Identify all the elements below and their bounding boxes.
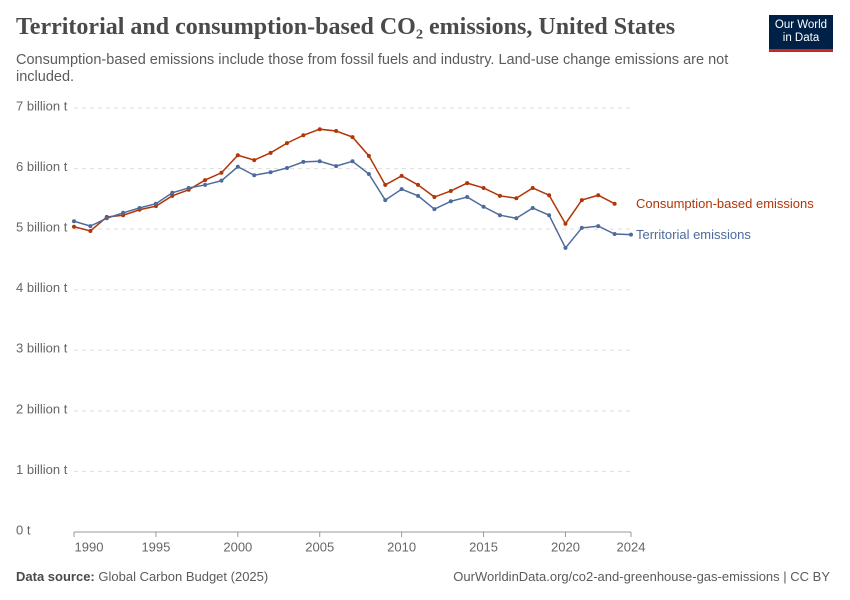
chart: 0 t 1 billion t 2 billion t 3 billion t 4 bi… (16, 98, 814, 554)
data-point (497, 193, 502, 198)
data-point (252, 158, 257, 163)
data-point (579, 225, 584, 230)
data-point (235, 153, 240, 158)
y-tick-label: 2 billion t (16, 401, 68, 416)
series-line (73, 128, 615, 232)
data-point (432, 207, 437, 212)
source-text: Global Carbon Budget (2025) (98, 569, 269, 584)
x-tick-label: 2005 (305, 539, 334, 554)
data-point (334, 164, 339, 169)
data-point (399, 173, 404, 178)
data-point (547, 193, 552, 198)
data-point (170, 190, 175, 195)
data-point (514, 196, 519, 201)
data-point (301, 159, 306, 164)
logo-text: in Data (782, 32, 820, 44)
data-point (186, 185, 191, 190)
data-point (432, 195, 437, 200)
data-point (284, 165, 289, 170)
y-tick-label: 7 billion t (16, 98, 68, 113)
series-label: Territorial emissions (636, 227, 751, 242)
data-point (104, 216, 109, 221)
data-point (481, 204, 486, 209)
data-point (448, 199, 453, 204)
data-point (219, 178, 224, 183)
data-point (481, 185, 486, 190)
x-tick-label: 1995 (141, 539, 170, 554)
source-url[interactable]: OurWorldinData.org/co2-and-greenhouse-ga… (453, 569, 830, 584)
data-point (530, 205, 535, 210)
data-point (203, 178, 208, 183)
data-point (235, 164, 240, 169)
data-point (416, 182, 421, 187)
chart-subtitle: Consumption-based emissions include thos… (16, 52, 729, 85)
data-point (596, 193, 601, 198)
data-point (252, 173, 257, 178)
data-point (203, 182, 208, 187)
data-point (72, 219, 76, 224)
x-tick-label: 1990 (75, 539, 104, 554)
x-tick-label: 2000 (223, 539, 252, 554)
data-point (317, 159, 322, 164)
data-point (465, 181, 470, 186)
data-point (137, 205, 142, 210)
data-point (366, 153, 371, 158)
data-point (530, 185, 535, 190)
data-point (514, 216, 519, 221)
data-point (317, 127, 322, 132)
data-point (284, 141, 289, 146)
data-point (563, 221, 568, 226)
y-tick-label: 0 t (16, 522, 31, 537)
chart-title: Territorial and consumption-based CO₂ em… (16, 14, 676, 40)
y-tick-label: 6 billion t (16, 159, 68, 174)
data-point (334, 129, 339, 134)
data-point (563, 245, 568, 250)
data-point (547, 213, 552, 218)
x-tick-label: 2024 (617, 539, 646, 554)
y-tick-label: 3 billion t (16, 341, 68, 356)
data-point (612, 201, 617, 206)
y-tick-label: 1 billion t (16, 462, 68, 477)
data-point (88, 224, 93, 229)
data-point (121, 210, 126, 215)
data-point (448, 188, 453, 193)
x-tick-label: 2010 (387, 539, 416, 554)
data-point (465, 195, 470, 200)
y-tick-label: 4 billion t (16, 280, 68, 295)
series-label: Consumption-based emissions (636, 196, 814, 211)
data-point (399, 187, 404, 192)
y-tick-label: 5 billion t (16, 220, 68, 235)
logo-text: Our World (774, 19, 828, 31)
x-tick-label: 2015 (469, 539, 498, 554)
x-tick-label: 2020 (551, 539, 580, 554)
data-point (383, 182, 388, 187)
source-label: Data source: (16, 569, 95, 584)
logo[interactable]: Our World in Data (769, 15, 833, 52)
data-point (612, 231, 617, 236)
data-point (153, 201, 158, 206)
data-point (170, 193, 175, 198)
data-point (268, 170, 273, 175)
data-point (497, 213, 502, 218)
data-point (301, 133, 306, 138)
data-point (366, 172, 371, 177)
data-point (383, 198, 388, 203)
data-point (579, 198, 584, 203)
data-point (629, 232, 633, 237)
data-point (416, 193, 421, 198)
data-point (219, 170, 224, 175)
data-point (350, 159, 355, 164)
data-point (350, 135, 355, 140)
data-point (596, 224, 601, 229)
data-point (72, 224, 76, 229)
data-point (268, 150, 273, 155)
source: Data source: Global Carbon Budget (2025) (16, 569, 268, 584)
data-point (88, 228, 93, 233)
